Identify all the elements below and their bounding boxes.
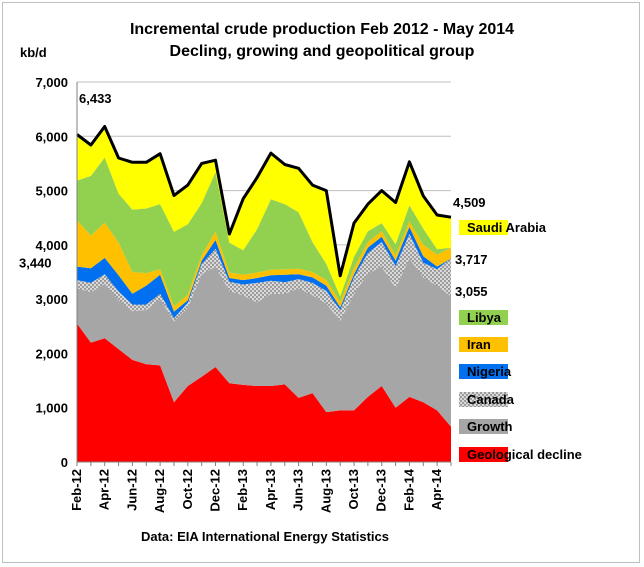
area-geological-decline [77,323,451,462]
legend-swatch-nigeria [459,364,508,379]
x-tick-label: Oct-12 [180,469,195,509]
legend-label-geological-decline: Geological decline [467,447,582,462]
legend-label-canada: Canada [467,392,515,407]
area-nigeria [77,226,451,319]
legend-swatch-growth [459,419,508,434]
y-axis-label: kb/d [20,45,47,60]
legend-label-saudi-arabia: Saudi Arabia [467,220,547,235]
x-tick-label: Aug-12 [152,469,167,513]
legend-swatch-geological-decline [459,447,508,462]
x-tick-label: Jun-13 [291,469,306,511]
data-label: 3,440 [19,255,52,270]
y-tick-label: 1,000 [35,401,68,416]
legend-label-nigeria: Nigeria [467,364,512,379]
x-tick-label: Dec-12 [208,469,223,512]
area-canada [77,234,451,322]
legend-label-libya: Libya [467,310,502,325]
x-tick-label: Aug-13 [318,469,333,513]
x-tick-label: Jun-12 [124,469,139,511]
area-iran [77,220,451,312]
area-growth [77,258,451,427]
x-tick-label: Feb-12 [69,469,84,511]
y-tick-label: 4,000 [35,238,68,253]
x-tick-label: Oct-13 [346,469,361,509]
area-saudi-arabia [77,126,451,297]
data-label: 3,717 [455,252,488,267]
data-label: 4,509 [453,195,486,210]
chart-subtitle: Decling, growing and geopolitical group [170,43,475,60]
x-tick-label: Dec-13 [374,469,389,512]
source-note: Data: EIA International Energy Statistic… [141,529,389,544]
legend-label-iran: Iran [467,337,491,352]
x-tick-label: Apr-14 [429,468,444,510]
x-tick-label: Apr-13 [263,469,278,510]
legend-swatch-iran [459,337,508,352]
legend-label-growth: Growth [467,419,513,434]
x-tick-label: Feb-13 [235,469,250,511]
y-tick-label: 2,000 [35,346,68,361]
legend-swatch-canada [459,392,508,407]
legend-swatch-saudi-arabia [459,220,508,235]
legend-swatch-libya [459,310,508,325]
y-tick-label: 7,000 [35,75,68,90]
chart-title: Incremental crude production Feb 2012 - … [130,21,514,38]
y-tick-label: 0 [61,455,68,470]
data-label: 6,433 [79,91,112,106]
data-label: 3,055 [455,284,488,299]
y-tick-label: 5,000 [35,184,68,199]
x-tick-label: Apr-12 [97,469,112,510]
total-line [76,125,452,278]
area-libya [77,157,451,307]
x-tick-label: Feb-14 [401,468,416,511]
y-tick-label: 3,000 [35,292,68,307]
y-tick-label: 6,000 [35,129,68,144]
